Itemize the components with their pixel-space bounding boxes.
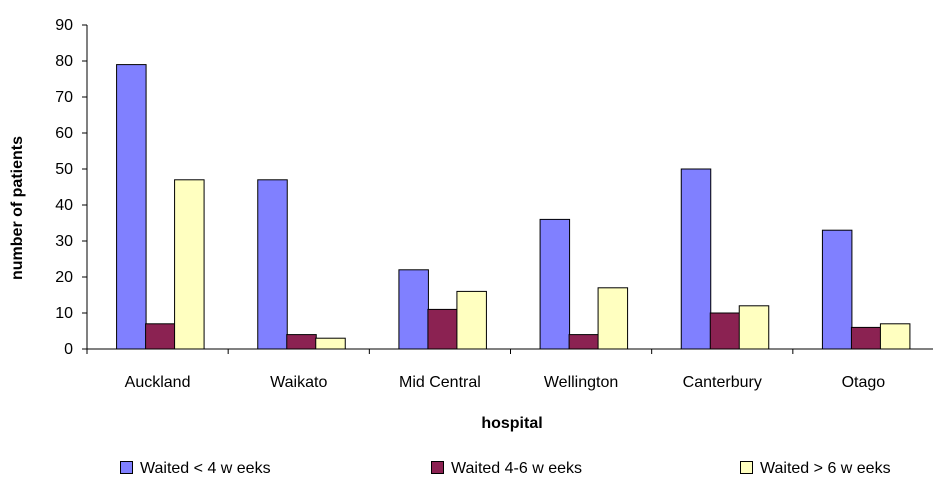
bar-otago-series-2 xyxy=(850,326,882,350)
y-axis: 0 10 20 30 40 50 60 70 80 90 xyxy=(55,17,88,358)
bar-mid-central-series-3 xyxy=(456,290,487,350)
x-tick-label: Mid Central xyxy=(399,374,481,391)
y-tick-label: 20 xyxy=(55,269,73,286)
y-tick-label: 0 xyxy=(64,341,73,358)
legend-label-series-3: Waited > 6 w eeks xyxy=(760,460,891,477)
y-axis-title: number of patients xyxy=(9,136,26,280)
legend: Waited < 4 w eeks Waited 4-6 w eeks Waited… xyxy=(120,460,891,477)
y-tick-label: 50 xyxy=(55,161,73,178)
bar-wellington-series-1 xyxy=(539,218,571,350)
bar-wellington-series-3 xyxy=(597,287,629,350)
legend-swatch-series-2 xyxy=(431,461,444,474)
legend-label-series-1: Waited < 4 w eeks xyxy=(140,460,271,477)
bar-canterbury-series-2 xyxy=(709,312,741,350)
legend-swatch-series-1 xyxy=(120,461,133,474)
bar-canterbury-series-3 xyxy=(738,305,770,350)
bar-mid-central-series-1 xyxy=(398,269,429,350)
bar-auckland-series-2 xyxy=(145,323,176,350)
bar-canterbury-series-1 xyxy=(680,168,712,350)
y-tick-label: 70 xyxy=(55,89,73,106)
x-tick-label: Canterbury xyxy=(683,374,762,391)
x-tick-label: Wellington xyxy=(544,374,618,391)
bar-otago-series-1 xyxy=(821,229,853,350)
bar-wellington-series-2 xyxy=(568,334,600,350)
y-tick-label: 10 xyxy=(55,305,73,322)
legend-label-series-2: Waited 4-6 w eeks xyxy=(451,460,582,477)
y-tick-label: 40 xyxy=(55,197,73,214)
y-tick-label: 30 xyxy=(55,233,73,250)
y-tick-label: 60 xyxy=(55,125,73,142)
y-tick-label: 90 xyxy=(55,17,73,34)
bar-otago-series-3 xyxy=(879,323,911,350)
bar-waikato-series-2 xyxy=(286,334,317,350)
bar-waikato-series-3 xyxy=(315,337,346,350)
x-tick-label: Waikato xyxy=(270,374,327,391)
x-axis: Auckland Waikato Mid Central Wellington Cant… xyxy=(86,348,933,391)
x-tick-label: Auckland xyxy=(125,374,191,391)
bar-auckland-series-1 xyxy=(116,64,147,350)
bar-auckland-series-3 xyxy=(174,179,205,350)
bar-mid-central-series-2 xyxy=(427,308,458,350)
plot-area xyxy=(116,64,911,350)
legend-swatch-series-3 xyxy=(740,461,753,474)
y-tick-label: 80 xyxy=(55,53,73,70)
x-tick-label: Otago xyxy=(842,374,886,391)
x-axis-title: hospital xyxy=(481,415,542,432)
bar-waikato-series-1 xyxy=(257,179,288,350)
